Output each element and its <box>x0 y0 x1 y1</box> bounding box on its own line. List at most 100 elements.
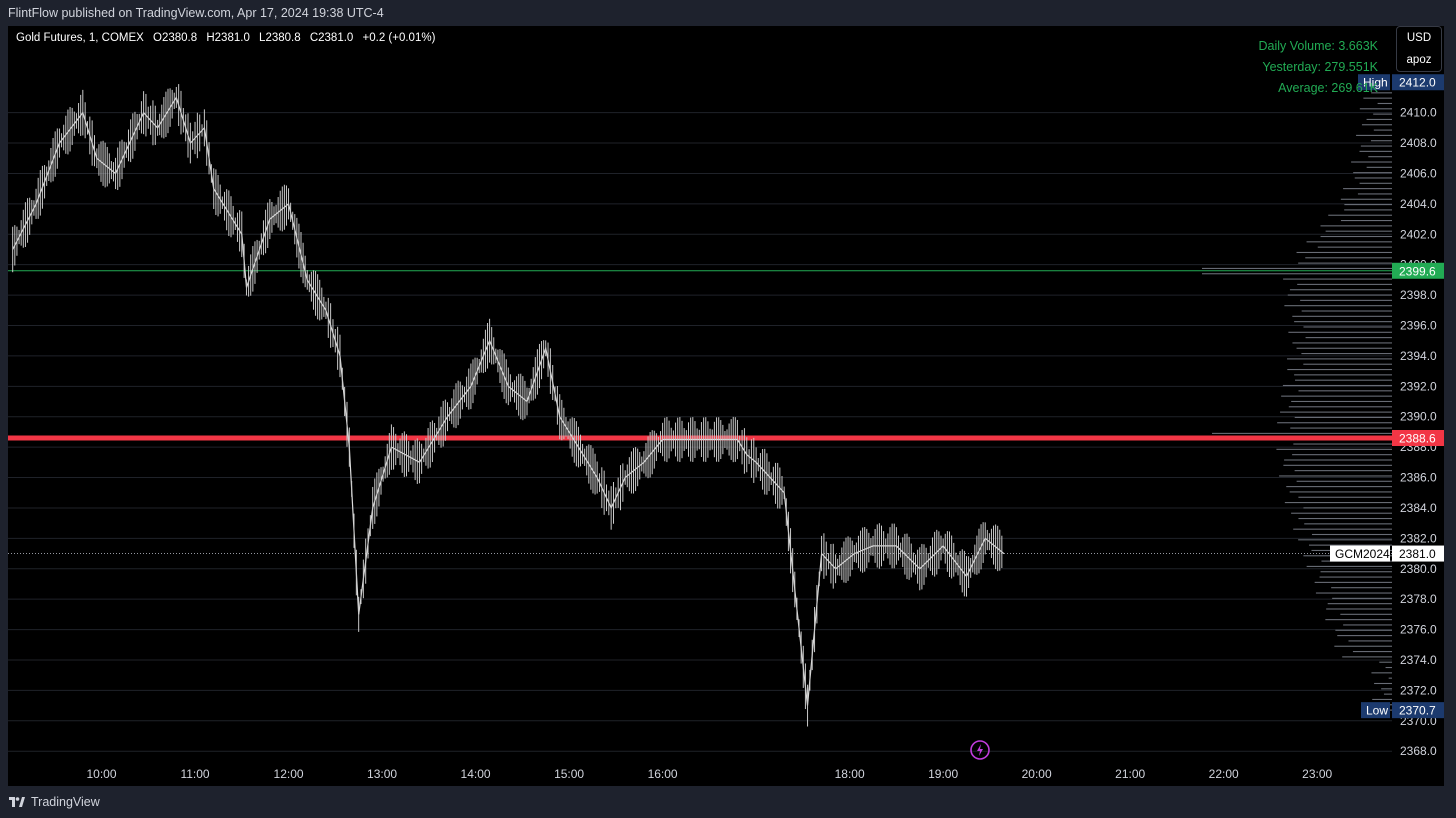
volume-profile-bar <box>1282 384 1392 387</box>
y-tick-label: 2376.0 <box>1400 623 1437 637</box>
volume-profile-bar <box>1280 411 1392 413</box>
volume-profile-bar <box>1301 310 1392 312</box>
change-value: +0.2 (+0.01%) <box>362 32 436 44</box>
volume-profile-bar <box>1368 156 1392 158</box>
volume-profile-bar <box>1334 645 1392 647</box>
volume-profile-bar <box>1304 523 1392 525</box>
volume-profile-bar <box>1296 480 1392 482</box>
volume-profile-bar <box>1373 113 1392 115</box>
y-tick-label: 2396.0 <box>1400 318 1437 332</box>
volume-profile-bar <box>1306 241 1392 243</box>
volume-profile-bar <box>1319 576 1392 578</box>
volume-profile-bar <box>1371 92 1392 94</box>
volume-profile-bar <box>1286 486 1392 488</box>
currency-button[interactable]: USD apoz <box>1396 26 1442 72</box>
volume-profile-bar <box>1298 539 1392 541</box>
volume-profile-bar <box>1353 172 1392 174</box>
x-tick-label: 21:00 <box>1115 767 1145 781</box>
volume-profile-bar <box>1291 512 1392 514</box>
volume-profile-bar <box>1352 651 1392 653</box>
y-tick-label: 2368.0 <box>1400 744 1437 758</box>
volume-profile-bar <box>1305 257 1392 259</box>
volume-profile-bar <box>1311 533 1392 536</box>
volume-profile-bar <box>1292 315 1392 317</box>
price-chart[interactable]: 2368.02370.02372.02374.02376.02378.02380… <box>8 26 1444 786</box>
low-badge: 2370.7 Low <box>1361 702 1444 719</box>
volume-profile-bar <box>1379 661 1392 663</box>
lightning-icon[interactable] <box>970 740 990 760</box>
volume-profile-bar <box>1303 363 1392 365</box>
x-tick-label: 14:00 <box>461 767 491 781</box>
volume-profile-bar <box>1343 188 1392 190</box>
volume-profile-bar <box>1294 416 1392 418</box>
svg-text:2388.6: 2388.6 <box>1399 432 1436 446</box>
volume-profile-bar <box>1371 672 1392 674</box>
chart-area[interactable]: 2368.0 2370.0 2372.0 2374.0 2376.0 2378.0 2380… <box>8 26 1444 786</box>
volume-profile-bar <box>1295 379 1392 381</box>
low-value: L2380.8 <box>259 32 301 44</box>
y-tick-label: 2380.0 <box>1400 562 1437 576</box>
volume-profile-bar <box>1340 613 1392 615</box>
volume-profile-bar <box>1320 225 1392 227</box>
volume-profile-bar <box>1284 459 1392 461</box>
volume-profile-bar <box>1374 682 1392 685</box>
average-volume: Average: 269.61K <box>1278 81 1378 95</box>
footer: TradingView <box>0 786 1456 818</box>
volume-profile-bar <box>1290 427 1392 429</box>
volume-profile-bar <box>1363 97 1392 99</box>
volume-profile-bar <box>1332 597 1392 599</box>
volume-profile-bar <box>1388 677 1392 679</box>
svg-text:2412.0: 2412.0 <box>1399 76 1436 90</box>
volume-profile-bar <box>1357 193 1392 195</box>
svg-text:High: High <box>1363 76 1388 90</box>
svg-text:2370.7: 2370.7 <box>1399 704 1436 718</box>
y-tick-label: 2410.0 <box>1400 106 1437 120</box>
close-value: C2381.0 <box>309 32 354 44</box>
volume-profile-bar <box>1331 587 1392 589</box>
volume-profile-bar <box>1366 118 1392 120</box>
volume-profile-bar <box>1340 219 1392 222</box>
volume-profile-bar <box>1298 262 1392 264</box>
volume-profile-bar <box>1202 267 1392 269</box>
volume-profile-bar <box>1309 544 1392 546</box>
volume-profile-bar <box>1342 656 1392 658</box>
y-tick-label: 2392.0 <box>1400 379 1437 393</box>
open-value: O2380.8 <box>153 32 198 44</box>
volume-profile-bar <box>1306 565 1392 567</box>
volume-profile-bar <box>1284 502 1392 504</box>
volume-profile-bar <box>1292 454 1392 456</box>
volume-profile-bar <box>1298 390 1392 392</box>
brand-label: TradingView <box>31 795 100 809</box>
volume-profile-bar <box>1359 182 1392 184</box>
volume-profile-bar <box>1359 150 1392 152</box>
volume-profile-bar <box>1383 693 1392 695</box>
volume-profile-bar <box>1388 704 1392 706</box>
volume-profile-bar <box>1366 166 1392 168</box>
volume-profile-bar <box>1317 246 1392 248</box>
x-tick-label: 13:00 <box>367 767 397 781</box>
volume-profile-bar <box>1377 102 1392 105</box>
x-tick-label: 18:00 <box>835 767 865 781</box>
x-tick-label: 23:00 <box>1302 767 1332 781</box>
x-tick-label: 15:00 <box>554 767 584 781</box>
x-tick-label: 12:00 <box>274 767 304 781</box>
symbol-legend: Gold Futures, 1, COMEX O2380.8 H2381.0 L… <box>16 32 441 44</box>
tradingview-logo[interactable]: TradingView <box>9 795 100 809</box>
y-tick-label: 2384.0 <box>1400 501 1437 515</box>
currency-label: USD <box>1406 32 1432 44</box>
volume-profile-bar <box>1303 326 1392 328</box>
volume-profile-bar <box>1292 342 1392 344</box>
volume-profile-bar <box>1202 273 1392 275</box>
volume-profile-bar <box>1287 358 1392 360</box>
y-tick-label: 2374.0 <box>1400 653 1437 667</box>
symbol-title[interactable]: Gold Futures, 1, COMEX <box>16 32 144 44</box>
volume-profile-bar <box>1279 475 1392 477</box>
volume-profile-bar <box>1298 517 1392 520</box>
volume-profile-bar <box>1297 283 1392 285</box>
volume-profile-bar <box>1284 305 1392 307</box>
volume-profile-bar <box>1281 395 1392 397</box>
yesterday-volume: Yesterday: 279.551K <box>1262 60 1378 74</box>
volume-profile-bar <box>1288 406 1392 408</box>
volume-profile-bar <box>1283 278 1392 280</box>
volume-profile-bar <box>1303 507 1392 509</box>
